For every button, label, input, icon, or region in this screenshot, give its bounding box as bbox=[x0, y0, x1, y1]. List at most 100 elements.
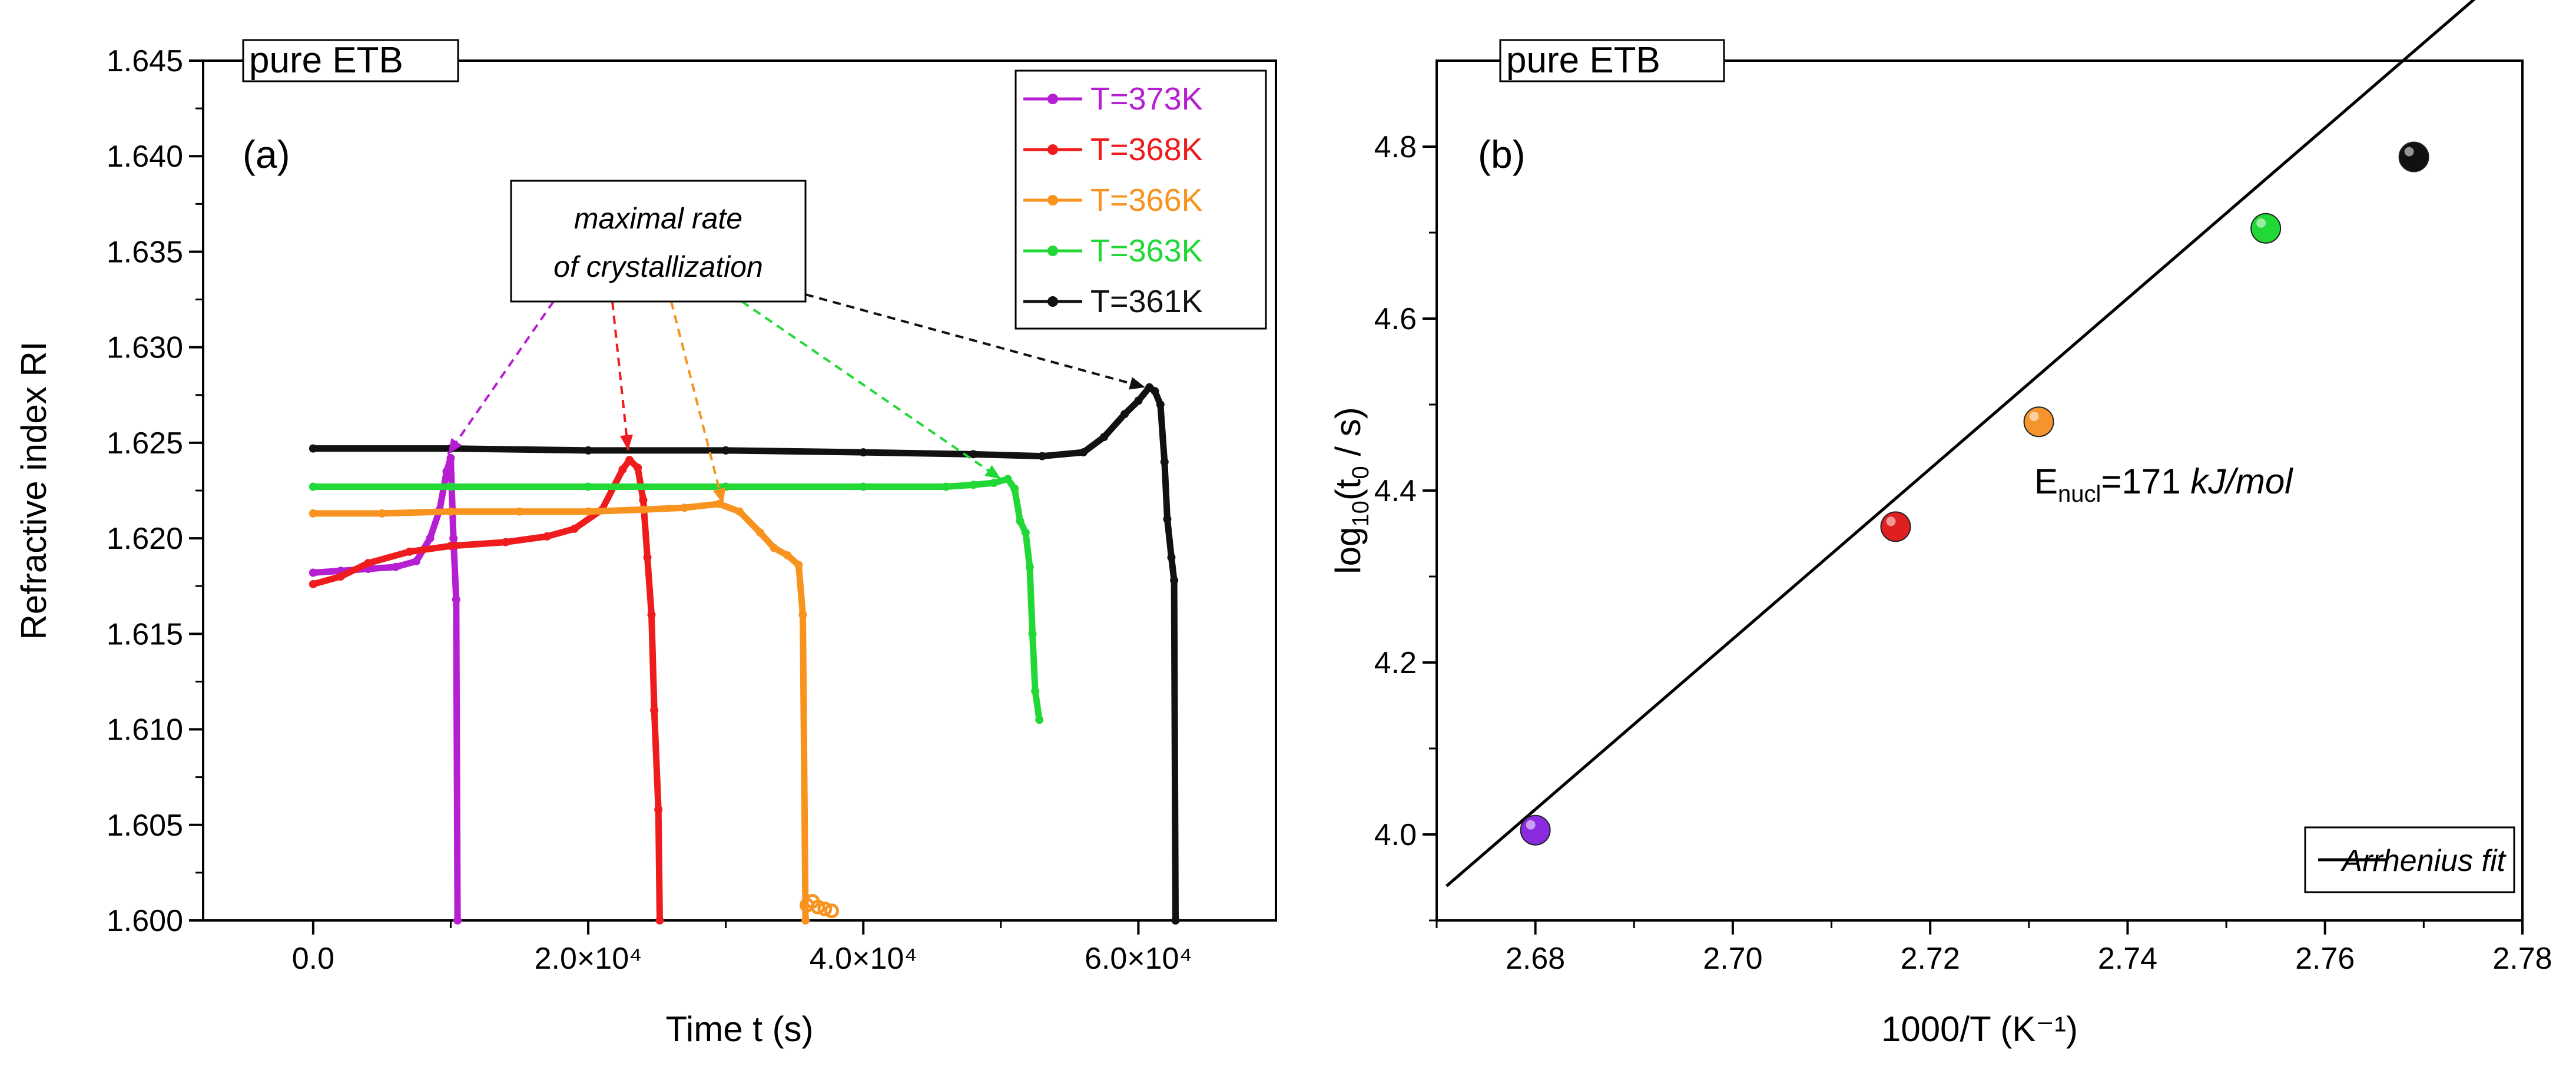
series-point bbox=[990, 479, 999, 488]
annotation-arrow bbox=[670, 301, 724, 505]
annotation-arrowhead bbox=[984, 465, 1001, 479]
y-tick-label-a: 1.645 bbox=[107, 44, 183, 78]
x-tick-label-b: 2.70 bbox=[1703, 942, 1762, 976]
x-tick-label-b: 2.76 bbox=[2295, 942, 2355, 976]
x-tick-label-b: 2.74 bbox=[2098, 942, 2157, 976]
series-point bbox=[625, 456, 634, 465]
series-point bbox=[1134, 396, 1143, 405]
series-point bbox=[446, 482, 455, 491]
x-axis-b: 2.68 2.70 2.72 2.74 2.76 2.78 bbox=[1435, 920, 2552, 976]
y-tick-label-a: 1.630 bbox=[107, 331, 183, 365]
legend-label: T=363K bbox=[1090, 233, 1203, 269]
series-point bbox=[309, 579, 317, 588]
y-tick-label-a: 1.620 bbox=[107, 522, 183, 556]
series-point bbox=[1003, 475, 1012, 483]
series-point bbox=[412, 557, 421, 566]
legend-label: T=366K bbox=[1090, 183, 1203, 218]
series-cluster-point bbox=[817, 902, 833, 917]
series-point bbox=[1010, 484, 1019, 493]
annotation-line-2: of crystallization bbox=[553, 250, 763, 283]
x-tick-label-b: 2.78 bbox=[2492, 942, 2552, 976]
y-axis-b: 4.0 4.2 4.4 4.6 4.8 bbox=[1374, 130, 1437, 922]
series-point bbox=[643, 553, 652, 562]
x-tick-label-a: 4.0×10⁴ bbox=[810, 942, 917, 976]
y-tick-label-a: 1.635 bbox=[107, 235, 183, 269]
sample-label-box-a bbox=[242, 39, 459, 82]
data-point-highlight bbox=[2404, 147, 2414, 157]
series-point bbox=[377, 509, 386, 518]
y-tick-label-b: 4.8 bbox=[1374, 130, 1417, 164]
series-point bbox=[1037, 452, 1046, 461]
legend-marker bbox=[1047, 195, 1058, 206]
data-point-highlight bbox=[2029, 412, 2039, 422]
series-point bbox=[650, 706, 659, 715]
y-tick-label-b: 4.2 bbox=[1374, 646, 1417, 680]
series-point bbox=[446, 507, 455, 516]
series-point bbox=[452, 595, 460, 604]
series-point bbox=[309, 509, 317, 518]
legend-marker bbox=[1047, 296, 1058, 307]
legend-label: T=361K bbox=[1090, 284, 1203, 319]
data-point-highlight bbox=[1526, 820, 1536, 830]
x-tick-label-b: 2.72 bbox=[1901, 942, 1960, 976]
sample-label-a: pure ETB bbox=[249, 40, 403, 81]
panel-label-a: (a) bbox=[243, 132, 290, 176]
annotation-arrowhead bbox=[1129, 377, 1146, 390]
series-point bbox=[1156, 400, 1165, 409]
legend-marker bbox=[1047, 94, 1058, 104]
series-point bbox=[1031, 687, 1040, 695]
series-point bbox=[1100, 433, 1109, 442]
series-point bbox=[442, 467, 451, 476]
series-point bbox=[1163, 515, 1172, 524]
panel-label-b: (b) bbox=[1478, 132, 1526, 176]
series-cluster-point bbox=[810, 899, 825, 915]
series-point bbox=[449, 534, 458, 543]
series-point bbox=[654, 805, 663, 814]
series-point bbox=[794, 561, 803, 569]
series-point bbox=[647, 610, 656, 619]
series-line-t-368k bbox=[310, 456, 663, 924]
series-point bbox=[1016, 516, 1025, 525]
series-point bbox=[1151, 387, 1159, 396]
series-point bbox=[639, 496, 648, 505]
annotation-line-1: maximal rate bbox=[574, 202, 742, 235]
series-point bbox=[584, 507, 593, 516]
data-point-highlight bbox=[2256, 218, 2266, 228]
data-point bbox=[1520, 814, 1551, 846]
legend-label: T=373K bbox=[1090, 81, 1203, 117]
series-group-a bbox=[309, 383, 1180, 925]
legend-marker bbox=[1047, 144, 1058, 155]
data-points-b bbox=[1520, 141, 2429, 846]
series-point bbox=[1028, 630, 1037, 638]
y-tick-label-a: 1.605 bbox=[107, 809, 183, 843]
series-point bbox=[501, 538, 510, 546]
annotation-arrowhead bbox=[447, 438, 462, 455]
y-tick-label-b: 4.0 bbox=[1374, 818, 1417, 852]
series-point bbox=[392, 562, 400, 571]
series-cluster-point bbox=[824, 903, 840, 919]
activation-energy-label: Enucl=171 kJ/mol bbox=[2034, 462, 2293, 507]
series-point bbox=[721, 446, 730, 455]
series-point bbox=[584, 446, 593, 455]
series-point bbox=[542, 532, 551, 541]
y-tick-label-a: 1.625 bbox=[107, 426, 183, 461]
series-point bbox=[639, 505, 648, 514]
series-point bbox=[309, 568, 317, 577]
y-tick-label-a: 1.600 bbox=[107, 904, 183, 938]
legend-label-fit: Arrhenius fit bbox=[2340, 844, 2507, 878]
series-point bbox=[1025, 562, 1034, 571]
panel-b: 4.0 4.2 4.4 4.6 4.8 2.68 2.70 2.72 2.74 2.76 2.78… bbox=[1328, 0, 2552, 1049]
y-tick-label-b: 4.4 bbox=[1374, 474, 1417, 508]
series-point bbox=[309, 482, 317, 491]
x-tick-label-a: 6.0×10⁴ bbox=[1085, 942, 1192, 976]
series-point bbox=[1079, 448, 1088, 457]
y-tick-label-a: 1.640 bbox=[107, 140, 183, 174]
series-point bbox=[515, 507, 524, 516]
series-point bbox=[634, 463, 642, 472]
series-point bbox=[801, 916, 810, 925]
data-point bbox=[2023, 406, 2054, 438]
series-point bbox=[570, 524, 579, 533]
y-axis-a: 1.600 1.605 1.610 1.615 1.620 1.625 1.630 1.635… bbox=[107, 44, 203, 938]
x-axis-title-a: Time t (s) bbox=[665, 1009, 813, 1049]
